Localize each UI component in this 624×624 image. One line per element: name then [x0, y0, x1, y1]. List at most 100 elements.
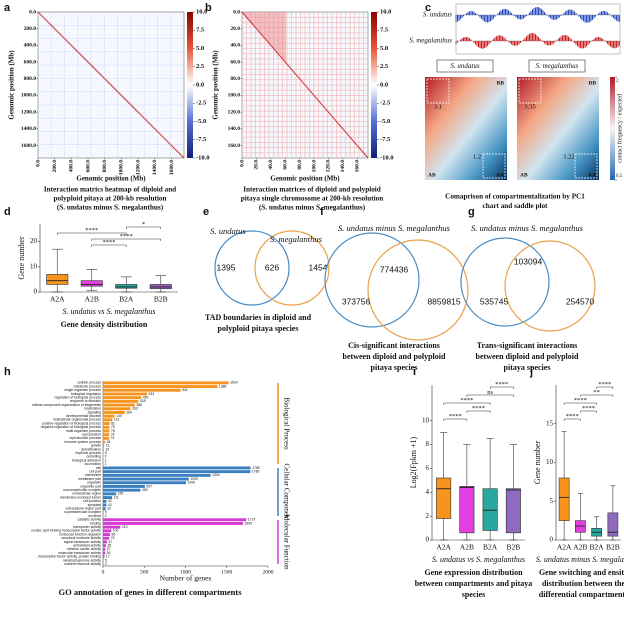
caption: (S. undatus minus S. megalanthus)	[57, 204, 164, 212]
category-label: membrane-enclosed lumen	[60, 495, 101, 499]
venn-set	[367, 239, 469, 341]
box	[80, 280, 103, 287]
venn-count: 373756	[342, 296, 371, 306]
category-label: catalytic activity	[77, 518, 101, 522]
bar	[103, 503, 107, 507]
x-tick-label: B2A	[119, 295, 134, 304]
venn-set	[324, 232, 420, 328]
colorbar-tick-label: 2.5	[380, 63, 389, 70]
bar	[103, 522, 243, 525]
saddle-strength: 1.2	[473, 153, 481, 160]
box	[46, 274, 69, 285]
x-tick-label: 60.0	[282, 160, 288, 170]
box	[459, 486, 475, 534]
category-label: extracellular region part	[66, 507, 101, 511]
caption: Gene expression distribution	[424, 568, 523, 577]
y-tick-label: 1200.0	[21, 109, 36, 115]
box	[505, 488, 521, 534]
caption: between diploid and polyploid	[343, 352, 446, 361]
bar	[103, 518, 247, 522]
corner-label: AA	[496, 172, 504, 178]
category-label: molecular function regulator	[59, 532, 102, 536]
y-tick-label: 8	[426, 440, 430, 448]
value-label: 2	[105, 514, 107, 518]
value-label: 42	[108, 499, 112, 503]
axis-label: Gene number	[17, 236, 26, 280]
bar	[103, 385, 218, 388]
value-label: 1006	[187, 481, 195, 485]
bar	[103, 444, 105, 448]
significance-bracket	[466, 394, 514, 397]
x-tick-label: 140.0	[340, 160, 346, 173]
category-label: reproduction	[82, 433, 101, 437]
box	[607, 512, 619, 537]
value-label: 17	[106, 555, 110, 559]
x-tick-label: 1200.0	[135, 160, 141, 175]
venn-count: 535745	[480, 296, 509, 306]
x-tick-label: 800.0	[102, 160, 108, 173]
colorbar-tick-label: -5.0	[196, 118, 206, 125]
value-label: 1524	[230, 381, 238, 385]
x-tick-label: 1500	[221, 569, 232, 575]
y-tick-label: 15	[546, 419, 554, 427]
category-label: cell killing	[86, 455, 101, 459]
category-label: structural molecule activity	[61, 536, 101, 540]
value-label: 81	[111, 421, 115, 425]
box	[482, 488, 498, 531]
corner-label: AB	[520, 172, 528, 178]
value-label: 941	[182, 388, 188, 392]
significance-label: ****	[574, 397, 587, 404]
saddle-box	[518, 78, 542, 104]
caption: polyploid pitaya species	[218, 324, 299, 333]
panel-letter: i	[413, 366, 416, 378]
bar	[103, 547, 106, 551]
y-tick-label: 0.0	[29, 9, 36, 15]
bar	[103, 392, 147, 396]
bar	[103, 485, 145, 488]
category-label: membrane part	[78, 477, 101, 481]
x-tick-label: 120.0	[326, 160, 332, 173]
significance-label: ****	[120, 233, 133, 240]
venn-set	[254, 230, 330, 306]
y-tick-label: 800.0	[24, 76, 37, 82]
caption: species	[462, 590, 486, 599]
saddle-plot	[425, 77, 507, 180]
bar	[103, 496, 113, 499]
bar	[103, 492, 117, 496]
bar	[103, 473, 211, 477]
category-label: biological regulation	[71, 392, 101, 396]
category-label: transporter activity	[73, 525, 101, 529]
venn-count: 254570	[566, 296, 595, 306]
caption: chart and saddle plot	[483, 202, 549, 210]
category-label: cellular component organization or bioge…	[32, 403, 101, 407]
colorbar-tick-label: -5.0	[380, 118, 390, 125]
caption: between diploid and polyploid	[476, 352, 579, 361]
y-tick-label: 1400.0	[21, 126, 36, 132]
category-label: supramolecular complex	[64, 510, 101, 514]
y-tick-label: 5	[550, 497, 554, 505]
value-label: 1786	[252, 470, 260, 474]
value-label: 210	[122, 525, 128, 529]
x-tick-label: A2A	[557, 543, 572, 552]
value-label: 533	[148, 392, 154, 396]
bar	[103, 540, 107, 544]
axis-label: Log2(Fpkm +1)	[409, 436, 418, 488]
x-tick-label: 0	[102, 569, 105, 575]
category-label: biological adhesion	[72, 458, 101, 462]
x-tick-label: 20.0	[254, 160, 260, 170]
axis-label: Genomic position (Mb)	[270, 175, 340, 183]
y-tick-label: 0	[550, 536, 554, 544]
significance-label: *	[142, 221, 145, 228]
caption: Comaprison of compartmentalization by PC…	[445, 193, 585, 201]
caption: Gene switching and ensity	[539, 568, 624, 577]
caption: differential compartments	[539, 590, 624, 599]
caption: distribution between the	[542, 579, 624, 588]
category-label: detoxification	[81, 447, 101, 451]
x-tick-label: A2A	[436, 543, 451, 552]
significance-bracket	[489, 386, 514, 389]
y-tick-label: 160.0	[228, 143, 241, 149]
venn-title: S. undatus minus S. megalanthus	[471, 223, 584, 233]
x-tick-label: 1400.0	[152, 160, 158, 175]
bar	[103, 551, 106, 555]
